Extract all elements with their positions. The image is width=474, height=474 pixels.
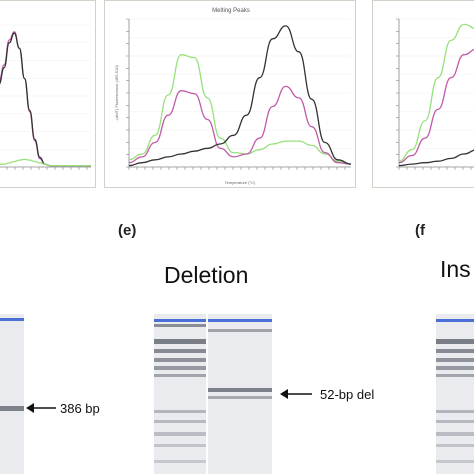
- ladder-band: [154, 460, 206, 463]
- x-axis-label: Temperature (°C): [225, 180, 256, 185]
- ladder-band: [436, 366, 474, 370]
- gel-lane-insertion: [436, 314, 474, 474]
- gel-marker-band: [154, 319, 206, 322]
- series-line-1: [0, 32, 91, 167]
- melt-curve-right-svg: [396, 18, 474, 170]
- ladder-band: [154, 349, 206, 353]
- melt-curve-panel-center: Melting Peaks Temperature (°C) -(d/dT) Flu…: [104, 0, 356, 188]
- gel-band-faint: [208, 396, 272, 399]
- ladder-band: [436, 444, 474, 447]
- series-line-2: [128, 25, 352, 167]
- ladder-band: [436, 460, 474, 463]
- melt-curve-panel-left: [0, 0, 96, 188]
- ladder-band: [154, 374, 206, 377]
- ladder-band: [154, 324, 206, 327]
- gel-band-386bp: [0, 406, 24, 411]
- melt-curve-center-svg: Melting Peaks Temperature (°C) -(d/dT) Flu…: [114, 8, 352, 185]
- insertion-title: Ins: [440, 256, 471, 282]
- ladder-band: [154, 358, 206, 362]
- series-line-0: [0, 31, 91, 167]
- label-52bp-del: 52-bp del: [320, 387, 375, 402]
- melt-curve-panel-right: [372, 0, 474, 188]
- ladder-band: [154, 432, 206, 436]
- series-line-1: [128, 85, 352, 165]
- arrow-icon-386bp: [26, 403, 56, 413]
- ladder-band: [436, 410, 474, 413]
- gel-marker-band: [208, 319, 272, 322]
- ladder-band: [436, 339, 474, 344]
- ladder-band: [154, 420, 206, 423]
- ladder-band: [436, 432, 474, 436]
- gel-band-52bp-del: [208, 388, 272, 392]
- chart-title: Melting Peaks: [212, 8, 250, 14]
- series-line-1: [398, 48, 474, 164]
- gel-lane-left: [0, 314, 24, 474]
- gel-lane-deletion-ladder: [154, 314, 206, 474]
- series-line-2: [0, 158, 91, 167]
- deletion-title: Deletion: [164, 262, 249, 288]
- label-386bp: 386 bp: [60, 401, 100, 416]
- series-line-2: [398, 149, 474, 167]
- gel-band-upper: [208, 329, 272, 332]
- gel-marker-band: [0, 318, 24, 321]
- ladder-band: [436, 349, 474, 353]
- ladder-band: [436, 374, 474, 377]
- ladder-band: [436, 358, 474, 362]
- ladder-band: [154, 339, 206, 344]
- ladder-band: [154, 366, 206, 370]
- arrow-icon-52bp-del: [280, 389, 312, 399]
- gel-marker-band: [436, 319, 474, 322]
- series-line-0: [128, 54, 352, 165]
- series-line-0: [398, 23, 474, 162]
- melt-curve-left-svg: [0, 24, 91, 170]
- panel-label-f: (f: [415, 222, 425, 239]
- y-axis-label: -(d/dT) Fluorescence (465-510): [114, 65, 119, 121]
- panel-label-e: (e): [118, 222, 137, 239]
- ladder-band: [154, 410, 206, 413]
- gel-lane-deletion-sample: [208, 314, 272, 474]
- ladder-band: [436, 420, 474, 423]
- ladder-band: [154, 444, 206, 447]
